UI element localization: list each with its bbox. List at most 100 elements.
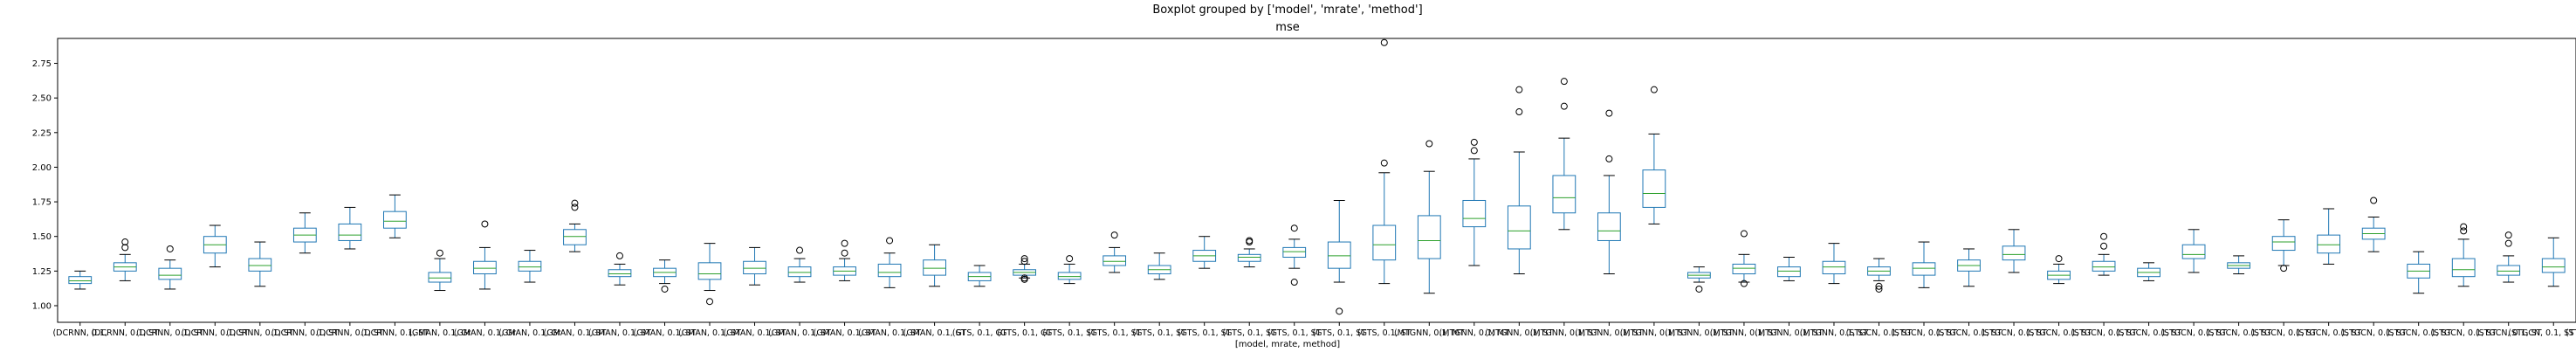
x-tick-label: (MTGNN, 0.1, MT <box>1439 328 1510 338</box>
x-tick-label: (STGCN, 0.1, ST <box>1846 328 1913 338</box>
box-group <box>1822 243 1846 285</box>
box-group <box>1777 256 1801 281</box>
y-tick-label: 1.75 <box>32 198 52 208</box>
box-group <box>1417 140 1441 294</box>
box <box>1417 215 1441 259</box>
x-tick-label: (GTS, 0.1, ST <box>1178 328 1232 338</box>
outlier-point <box>615 252 623 259</box>
x-tick-label: (GMAN, 0.1, ST <box>903 328 966 338</box>
box <box>1642 169 1666 208</box>
y-tick-label: 1.50 <box>32 232 52 242</box>
x-tick-label: (GTS, 0.1, ST <box>1088 328 1142 338</box>
box-group <box>2002 229 2026 273</box>
box <box>1732 263 1756 275</box>
box-group <box>518 250 542 283</box>
x-tick-label: (STGCN, 0.1, ST <box>2508 328 2574 338</box>
box <box>1462 199 1487 228</box>
box-group <box>1867 258 1891 293</box>
outlier-point <box>1380 38 1388 46</box>
x-tick-label: (STGCN, 0.1, ST <box>2160 328 2227 338</box>
x-tick-label: (GTS, 0.1, GT <box>952 328 1007 338</box>
x-tick-label: (GTS, 0.1, ST <box>1357 328 1412 338</box>
box-group <box>608 252 632 286</box>
box-group <box>1147 252 1171 280</box>
box-group <box>338 206 362 250</box>
box <box>1912 262 1936 276</box>
x-tick-label: (DCRNN, 0.1, ST <box>92 328 160 338</box>
box <box>2541 258 2566 273</box>
x-tick-label: (STGCN, 0.1, ST <box>2206 328 2272 338</box>
x-tick-label: (MTGNN, 0.1, ST <box>1530 328 1598 338</box>
x-tick-label: (GMAN, 0.1, ST <box>768 328 831 338</box>
box <box>1777 266 1801 278</box>
x-tick-label: (STGCN, 0.1, ST <box>2340 328 2407 338</box>
box <box>1103 255 1127 266</box>
x-tick-label: (MTGNN, 0.1, ST <box>1575 328 1643 338</box>
box-group <box>1507 86 1531 275</box>
plot-area <box>68 38 2566 315</box>
box-group <box>1687 266 1711 293</box>
x-tick-label: (DCRNN, 0.1, ST <box>182 328 250 338</box>
box-group <box>2451 223 2476 287</box>
box <box>518 260 542 272</box>
x-tick-label: (MTGNN, 0.1, MT <box>1394 328 1465 338</box>
outlier-point <box>1290 279 1298 286</box>
outlier-point <box>1605 109 1613 117</box>
x-tick-label: (DCRNN, 0.1, ST <box>271 328 340 338</box>
x-tick-label: (DCRNN, 0.1, ST <box>226 328 294 338</box>
outlier-point <box>1290 224 1298 232</box>
box <box>787 266 812 278</box>
outlier-point <box>1020 274 1028 282</box>
box <box>923 259 946 276</box>
box-group <box>2137 262 2160 281</box>
box-group <box>2317 208 2341 265</box>
box-group <box>1957 248 1981 287</box>
box <box>2002 245 2026 261</box>
box-group <box>2407 251 2431 294</box>
box-group <box>1103 231 1127 273</box>
x-axis-label: [model, mrate, method] <box>1235 340 1340 349</box>
y-tick-label: 2.50 <box>32 94 52 104</box>
outlier-point <box>2055 255 2063 263</box>
figure-suptitle: Boxplot grouped by ['model', 'mrate', 'm… <box>1152 3 1422 17</box>
x-tick-label: (GMAN, 0.1, ST <box>634 328 697 338</box>
x-tick-label: (GTS, 0.1, ST <box>1222 328 1276 338</box>
box-group <box>1282 224 1307 286</box>
box-group <box>2047 255 2071 285</box>
y-tick-label: 2.75 <box>32 59 52 69</box>
box-group <box>158 245 182 290</box>
x-tick-label: (STGCN, 0.1, ST <box>2071 328 2137 338</box>
box <box>383 211 407 229</box>
outlier-point <box>2460 227 2468 235</box>
box-group <box>2227 255 2250 275</box>
x-tick-label: (GMAN, 0.1, Gr <box>454 328 516 338</box>
box <box>608 269 632 278</box>
box-group <box>1732 230 1756 287</box>
box <box>428 272 452 283</box>
y-tick-label: 2.00 <box>32 163 52 173</box>
outlier-point <box>1470 138 1478 146</box>
x-tick-label: (GTS, 0.1, GT <box>997 328 1052 338</box>
x-tick-label: (STGCN, 0.1, ST <box>2566 328 2576 338</box>
outlier-point <box>1515 108 1523 116</box>
box <box>2317 234 2341 254</box>
outlier-point <box>886 237 894 245</box>
outlier-point <box>436 249 443 257</box>
box-group <box>203 224 227 268</box>
x-tick-label: (MTGNN, 0.1, ST <box>1485 328 1553 338</box>
x-tick-label: (MTGNN, 0.1, ST <box>1620 328 1688 338</box>
box-group <box>877 237 902 288</box>
x-tick-label: (GTS, 0.1, ST <box>1042 328 1096 338</box>
x-tick-label: (GTS, 0.1, ST <box>1267 328 1322 338</box>
outlier-point <box>1605 155 1613 162</box>
box-group <box>2361 197 2386 252</box>
outlier-point <box>1246 237 1254 245</box>
outlier-point <box>1336 307 1343 315</box>
y-tick-label: 2.25 <box>32 128 52 138</box>
box <box>2497 265 2521 276</box>
box <box>697 262 722 280</box>
x-tick-label: (DCRNN, 0.1, <box>52 328 107 338</box>
box <box>2271 236 2296 252</box>
x-tick-label: (STGCN, 0.1, ST <box>2026 328 2092 338</box>
